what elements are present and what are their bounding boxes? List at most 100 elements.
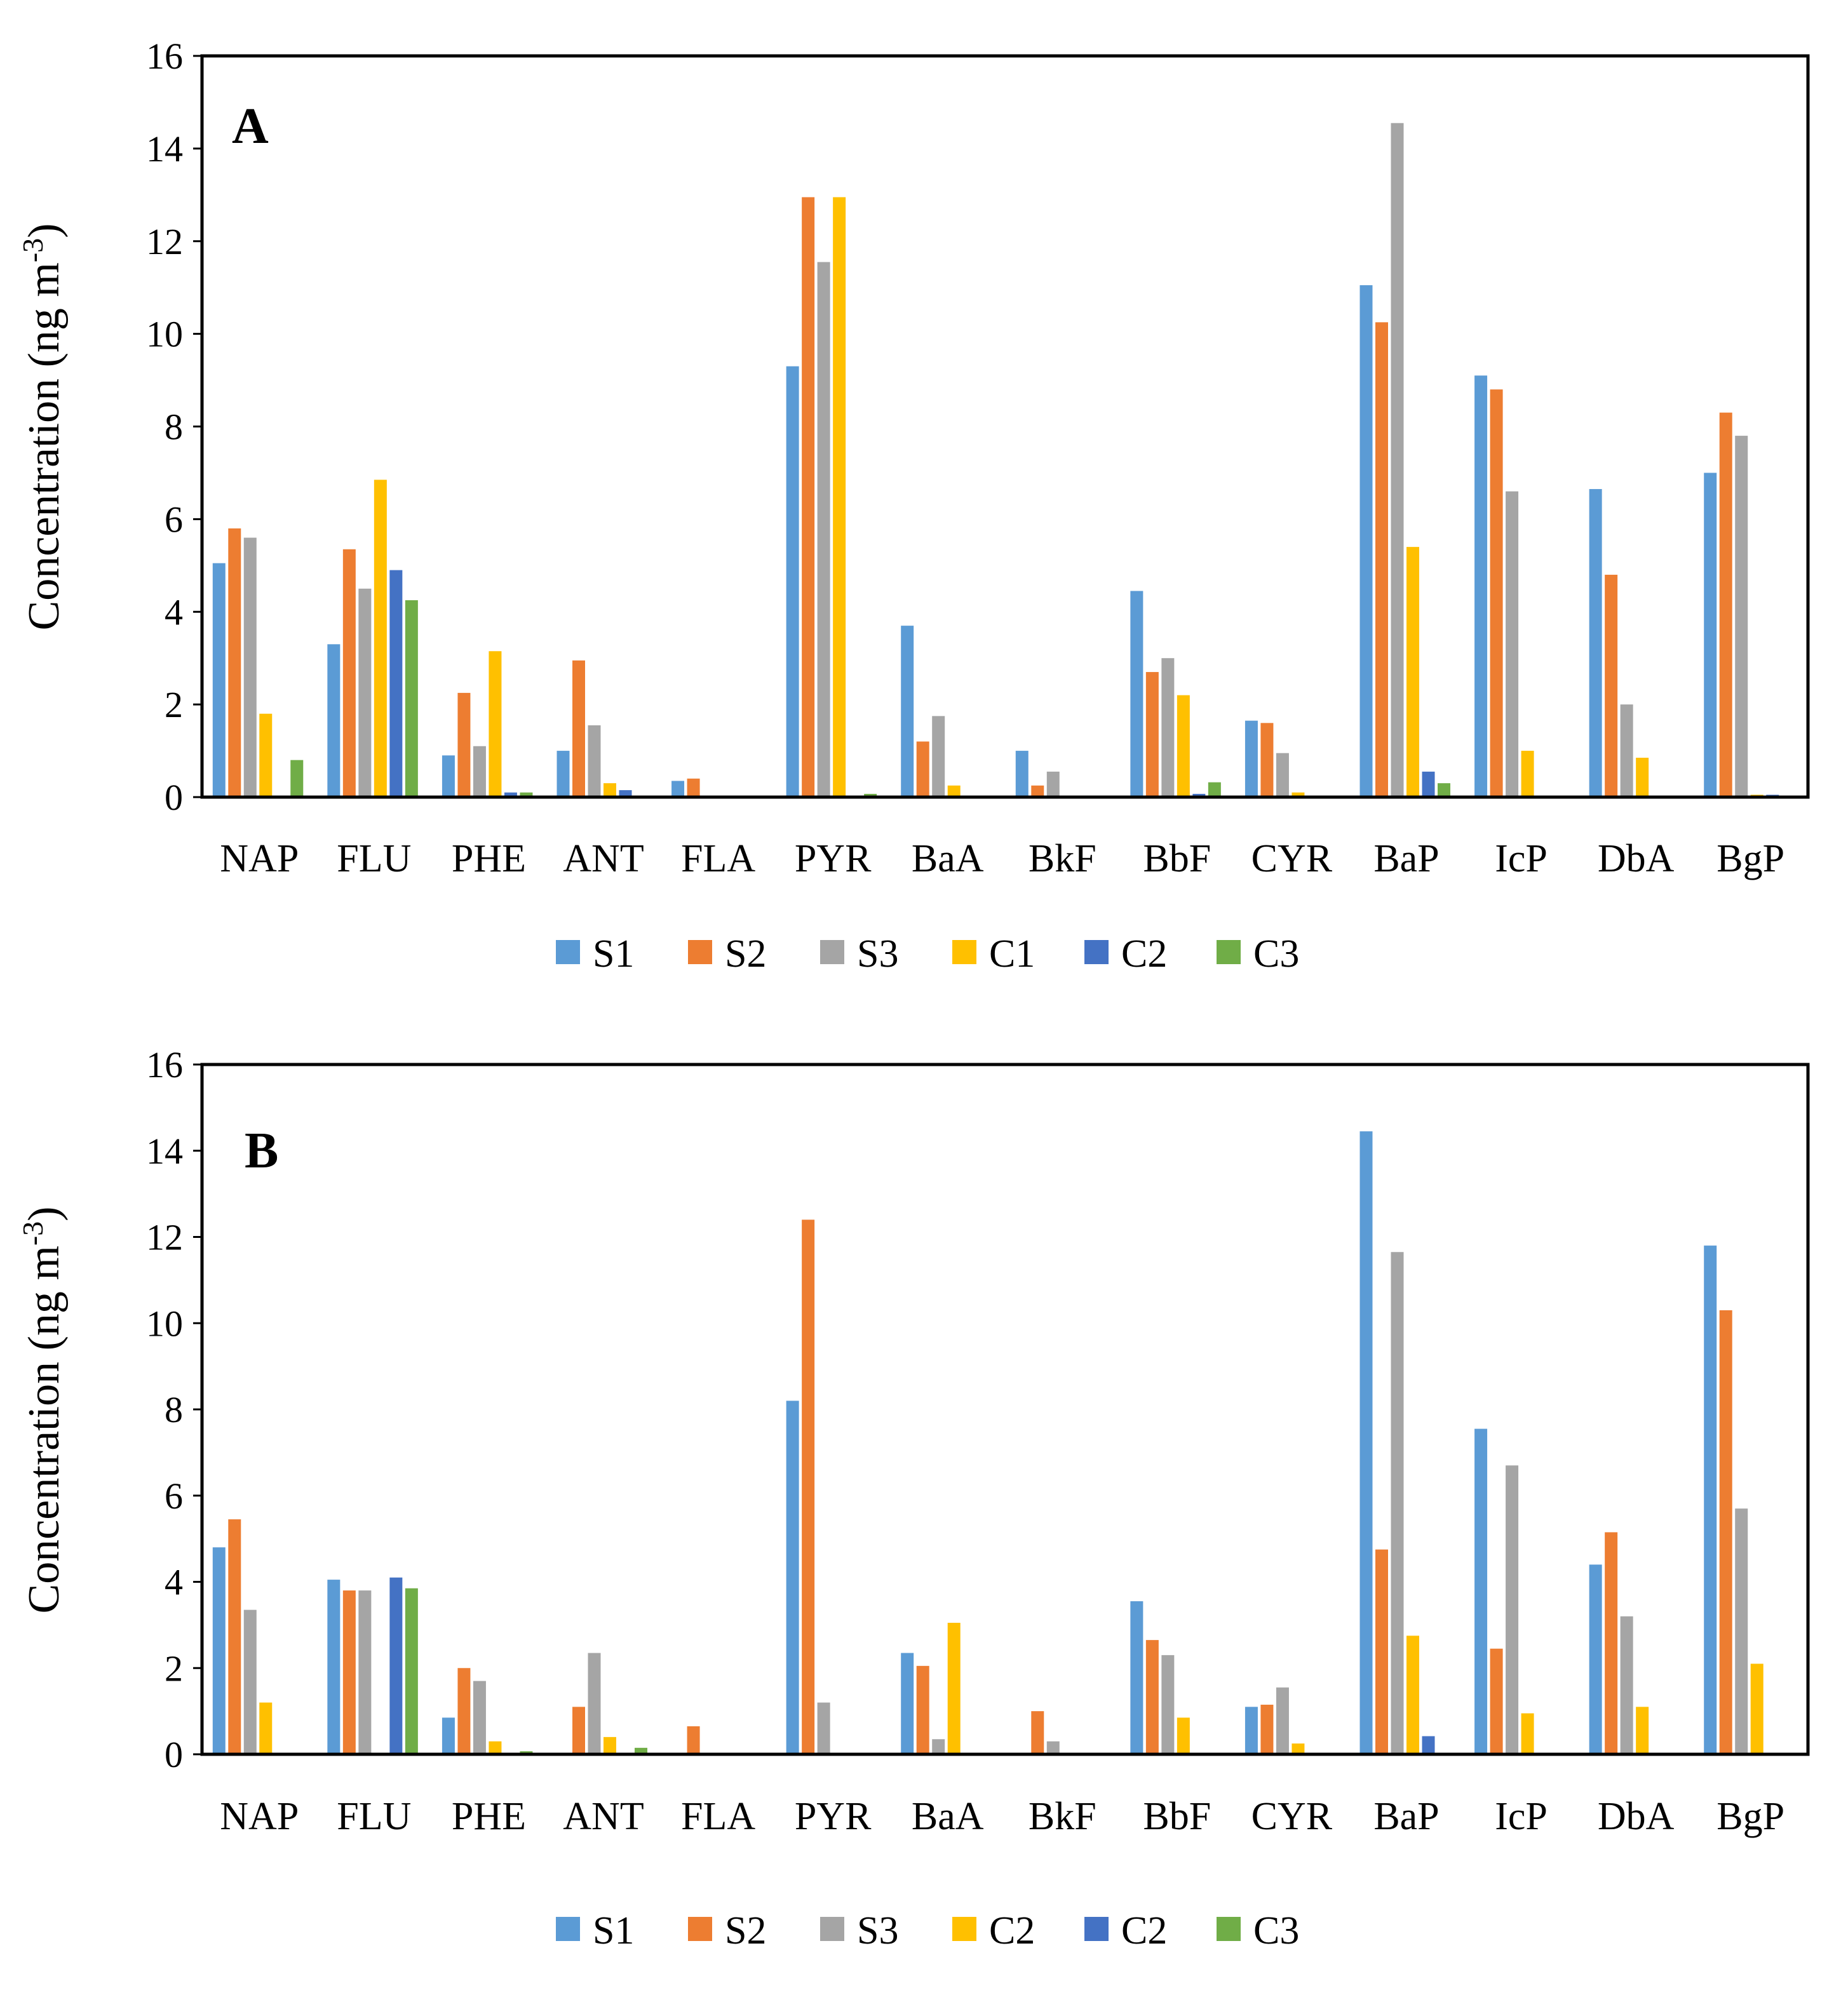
x-tick-label: FLA: [681, 1795, 755, 1838]
bar-s3-baa: [932, 716, 945, 797]
bar-s3-pyr: [817, 1702, 830, 1754]
y-tick-label: 8: [165, 1389, 183, 1430]
bar-c3-ant: [635, 1747, 647, 1754]
legend-label-c3: C3: [1253, 932, 1299, 976]
x-tick-label: FLU: [337, 1795, 411, 1838]
bar-c2-icp: [1521, 1713, 1534, 1754]
bar-s2-ant: [572, 660, 585, 797]
bar-s3-dba: [1620, 704, 1633, 797]
bar-c2-flu: [389, 1577, 403, 1754]
y-tick-label: 14: [146, 128, 183, 170]
bar-s1-dba: [1589, 488, 1602, 797]
y-tick-label: 14: [146, 1131, 183, 1172]
bar-s2-flu: [342, 549, 356, 797]
bar-c1-bbf: [1177, 695, 1190, 797]
bar-s2-ant: [572, 1707, 585, 1754]
bar-s2-phe: [457, 692, 471, 797]
bar-s1-bgp: [1704, 473, 1717, 797]
legend-swatch-c2: [952, 1917, 976, 1941]
bar-s2-bbf: [1145, 1640, 1159, 1754]
bar-s3-icp: [1506, 491, 1519, 797]
bar-s2-pyr: [802, 1219, 815, 1754]
bar-c2-ant: [619, 790, 632, 797]
x-tick-label: BaP: [1373, 837, 1439, 880]
legend-label-c3: C3: [1253, 1909, 1299, 1952]
panel-label-b: B: [245, 1123, 278, 1179]
y-tick-label: 6: [165, 1475, 183, 1517]
bar-c1-cyr: [1292, 792, 1305, 797]
x-tick-label: DbA: [1598, 1795, 1675, 1838]
bar-s2-bkf: [1031, 1711, 1044, 1754]
bar-s3-phe: [473, 1681, 486, 1754]
bar-s3-flu: [358, 588, 372, 797]
x-tick-label: PYR: [795, 837, 872, 880]
chart-panel-b: 0 2 4 6 8 10 12 14 16 NAP FLU PHE ANT FLA PYR BaA BkF Bb…: [17, 1044, 1810, 1952]
y-tick-label: 16: [146, 1044, 183, 1085]
x-tick-label: BgP: [1716, 1795, 1784, 1838]
bar-s1-phe: [442, 755, 455, 797]
y-tick-label: 10: [146, 314, 183, 355]
bar-s3-bbf: [1161, 658, 1175, 797]
bar-s3-dba: [1620, 1616, 1633, 1754]
bar-s2-flu: [342, 1590, 356, 1754]
bar-s3-cyr: [1276, 1687, 1289, 1754]
y-tick-label: 10: [146, 1303, 183, 1344]
bar-s2-bap: [1375, 322, 1388, 797]
legend-swatch-s2: [688, 940, 712, 964]
x-axis-labels-a: NAP FLU PHE ANT FLA PYR BaA BkF BbF CYR BaP IcP DbA B…: [220, 837, 1784, 880]
bar-s2-nap: [228, 528, 241, 797]
bar-c1-baa: [947, 785, 961, 797]
bar-s1-fla: [671, 781, 685, 797]
bar-s3-ant: [588, 725, 601, 797]
bar-s1-dba: [1589, 1564, 1602, 1754]
legend-label-s1: S1: [593, 932, 634, 976]
bar-s2-pyr: [802, 197, 815, 798]
bar-s1-nap: [212, 563, 226, 797]
legend-label-c2: C2: [1121, 1909, 1167, 1952]
x-tick-label: BkF: [1029, 1795, 1096, 1838]
bar-s1-flu: [327, 644, 341, 797]
bar-c2-phe: [489, 1741, 502, 1754]
bar-c1-icp: [1521, 751, 1534, 797]
bar-s3-bbf: [1161, 1655, 1175, 1754]
y-tick-label: 16: [146, 36, 183, 77]
bar-s2-bap: [1375, 1549, 1388, 1754]
legend-label-c2: C2: [989, 1909, 1035, 1952]
bar-c2-cyr: [1292, 1743, 1305, 1754]
bar-c2-bap: [1406, 1636, 1419, 1754]
y-tick-label: 4: [165, 1562, 183, 1603]
bars-group-a: [212, 123, 1779, 798]
bar-s2-baa: [916, 1665, 929, 1754]
x-tick-label: BkF: [1029, 837, 1096, 880]
bar-s1-pyr: [786, 1401, 799, 1754]
bar-c2-bbf: [1177, 1717, 1190, 1754]
bar-s3-bap: [1391, 1252, 1404, 1754]
x-tick-label: BgP: [1716, 837, 1784, 880]
x-tick-label: NAP: [220, 1795, 299, 1838]
y-tick-label: 0: [165, 1734, 183, 1775]
x-tick-label: IcP: [1495, 837, 1548, 880]
bar-s2-bbf: [1145, 672, 1159, 797]
x-tick-label: FLU: [337, 837, 411, 880]
bar-s2-phe: [457, 1668, 471, 1754]
bar-s3-bgp: [1735, 1508, 1748, 1754]
bar-s2-baa: [916, 741, 929, 797]
bar-s1-bbf: [1130, 1601, 1143, 1754]
bar-s1-flu: [327, 1580, 341, 1754]
legend-b: S1 S2 S3 C2 C2 C3: [556, 1909, 1299, 1952]
bar-s3-nap: [243, 537, 257, 797]
y-tick-label: 0: [165, 777, 183, 818]
x-tick-label: PHE: [452, 837, 526, 880]
bar-s1-cyr: [1244, 720, 1258, 797]
bar-s3-bap: [1391, 123, 1404, 797]
legend-swatch-s1: [556, 1917, 580, 1941]
bar-c1-phe: [489, 651, 502, 797]
bar-s3-baa: [932, 1739, 945, 1754]
bar-s3-cyr: [1276, 753, 1289, 797]
plot-frame-a: [200, 54, 1810, 799]
legend-swatch-s3: [820, 940, 844, 964]
bar-s3-icp: [1506, 1465, 1519, 1754]
bar-s3-pyr: [817, 262, 830, 797]
x-tick-label: IcP: [1495, 1795, 1548, 1838]
bar-s1-ant: [556, 751, 570, 797]
